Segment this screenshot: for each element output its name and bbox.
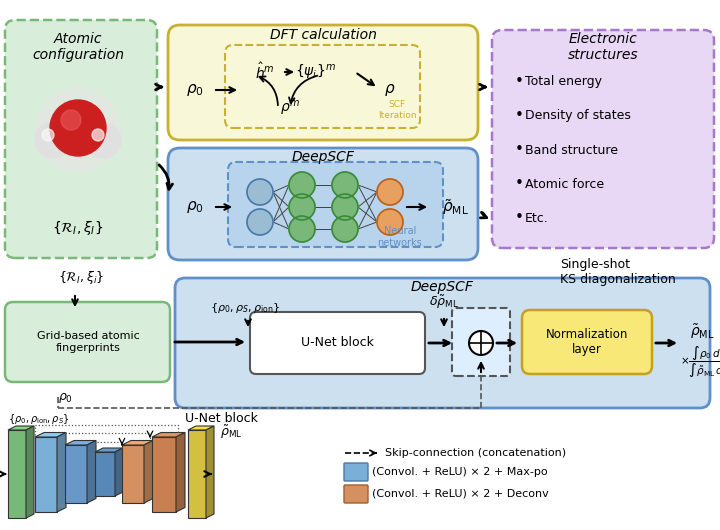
Circle shape — [377, 209, 403, 235]
Polygon shape — [57, 432, 66, 512]
Polygon shape — [65, 440, 96, 445]
Text: •: • — [515, 109, 524, 123]
FancyBboxPatch shape — [168, 25, 478, 140]
Text: $\{\rho_0, \rho_S, \rho_\mathrm{ion}\}$: $\{\rho_0, \rho_S, \rho_\mathrm{ion}\}$ — [210, 301, 280, 315]
Polygon shape — [122, 440, 153, 445]
FancyBboxPatch shape — [5, 20, 157, 258]
Text: U-Net block: U-Net block — [300, 337, 374, 349]
Text: •: • — [515, 210, 524, 225]
Text: Etc.: Etc. — [525, 211, 549, 225]
FancyBboxPatch shape — [344, 463, 368, 481]
Text: $\rho^m$: $\rho^m$ — [280, 99, 300, 118]
Text: $\rho_0$: $\rho_0$ — [58, 391, 73, 405]
Circle shape — [377, 179, 403, 205]
Text: $\tilde{\rho}_\mathrm{ML}$: $\tilde{\rho}_\mathrm{ML}$ — [441, 197, 469, 217]
Text: Skip-connection (concatenation): Skip-connection (concatenation) — [385, 448, 566, 458]
Circle shape — [289, 194, 315, 220]
Text: $\delta\tilde{\rho}_\mathrm{ML}$: $\delta\tilde{\rho}_\mathrm{ML}$ — [429, 293, 459, 311]
Polygon shape — [122, 445, 144, 503]
Circle shape — [289, 172, 315, 198]
FancyBboxPatch shape — [452, 308, 510, 376]
FancyBboxPatch shape — [492, 30, 714, 248]
Circle shape — [42, 129, 54, 141]
Polygon shape — [115, 448, 123, 496]
Polygon shape — [35, 432, 66, 437]
FancyBboxPatch shape — [344, 485, 368, 503]
Polygon shape — [188, 426, 214, 430]
Text: U-Net block: U-Net block — [185, 411, 258, 425]
Text: DeepSCF: DeepSCF — [410, 280, 474, 294]
FancyBboxPatch shape — [522, 310, 652, 374]
Text: DFT calculation: DFT calculation — [269, 28, 377, 42]
FancyBboxPatch shape — [228, 162, 443, 247]
Text: Electronic
structures: Electronic structures — [567, 32, 639, 62]
Circle shape — [332, 172, 358, 198]
Polygon shape — [8, 426, 34, 430]
Polygon shape — [188, 430, 206, 518]
Circle shape — [247, 179, 273, 205]
Text: $\tilde{\rho}_\mathrm{ML}$: $\tilde{\rho}_\mathrm{ML}$ — [220, 423, 243, 441]
Text: Normalization
layer: Normalization layer — [546, 328, 628, 356]
Polygon shape — [26, 426, 34, 518]
Circle shape — [50, 100, 106, 156]
Text: $\rho_0$: $\rho_0$ — [186, 199, 204, 215]
Text: Density of states: Density of states — [525, 110, 631, 122]
FancyBboxPatch shape — [5, 302, 170, 382]
Polygon shape — [144, 440, 153, 503]
Text: Atomic
configuration: Atomic configuration — [32, 32, 124, 62]
Text: (Convol. + ReLU) × 2 + Max-po: (Convol. + ReLU) × 2 + Max-po — [372, 467, 548, 477]
Circle shape — [92, 129, 104, 141]
Text: $\hat{h}^m$: $\hat{h}^m$ — [255, 62, 275, 82]
Circle shape — [469, 331, 493, 355]
Text: •: • — [515, 143, 524, 157]
Text: Band structure: Band structure — [525, 144, 618, 156]
Polygon shape — [95, 448, 123, 452]
Text: SCF
Iteration: SCF Iteration — [378, 100, 416, 120]
Text: $\{\psi_i\}^m$: $\{\psi_i\}^m$ — [294, 63, 336, 82]
Text: Total energy: Total energy — [525, 75, 602, 89]
Text: $\rho$: $\rho$ — [384, 82, 396, 98]
FancyBboxPatch shape — [250, 312, 425, 374]
Text: DeepSCF: DeepSCF — [292, 150, 354, 164]
Circle shape — [332, 216, 358, 242]
Text: $\{\mathcal{R}_I, \xi_i\}$: $\{\mathcal{R}_I, \xi_i\}$ — [58, 269, 104, 287]
Text: •: • — [515, 75, 524, 90]
Polygon shape — [152, 437, 176, 512]
Circle shape — [85, 122, 121, 158]
Circle shape — [61, 110, 81, 130]
FancyBboxPatch shape — [175, 278, 710, 408]
Text: (Convol. + ReLU) × 2 + Deconv: (Convol. + ReLU) × 2 + Deconv — [372, 489, 549, 499]
Text: $\{\rho_0, \rho_\mathrm{ion}, \rho_S\}$: $\{\rho_0, \rho_\mathrm{ion}, \rho_S\}$ — [8, 412, 70, 426]
Text: Atomic force: Atomic force — [525, 178, 604, 190]
Text: Grid-based atomic
fingerprints: Grid-based atomic fingerprints — [37, 331, 140, 353]
Polygon shape — [206, 426, 214, 518]
Text: •: • — [515, 176, 524, 191]
Polygon shape — [176, 432, 185, 512]
FancyBboxPatch shape — [168, 148, 478, 260]
Polygon shape — [87, 440, 96, 503]
Circle shape — [35, 122, 71, 158]
Circle shape — [289, 216, 315, 242]
Polygon shape — [35, 437, 57, 512]
Text: $\{\mathcal{R}_I, \xi_I\}$: $\{\mathcal{R}_I, \xi_I\}$ — [53, 219, 104, 237]
FancyBboxPatch shape — [225, 45, 420, 128]
Text: Neural
networks: Neural networks — [377, 226, 423, 248]
Polygon shape — [65, 445, 87, 503]
Circle shape — [247, 209, 273, 235]
Circle shape — [36, 88, 120, 172]
Polygon shape — [8, 430, 26, 518]
Circle shape — [332, 194, 358, 220]
Text: $\times \dfrac{\int \rho_0 \, dr}{\int \tilde{\rho}_\mathrm{ML} \, dr}$: $\times \dfrac{\int \rho_0 \, dr}{\int \… — [680, 344, 720, 379]
Text: $\rho_0$: $\rho_0$ — [186, 82, 204, 98]
Text: Single-shot
KS diagonalization: Single-shot KS diagonalization — [560, 258, 676, 286]
Polygon shape — [95, 452, 115, 496]
Polygon shape — [152, 432, 185, 437]
Text: $\tilde{\rho}_\mathrm{ML}$: $\tilde{\rho}_\mathrm{ML}$ — [690, 323, 715, 341]
